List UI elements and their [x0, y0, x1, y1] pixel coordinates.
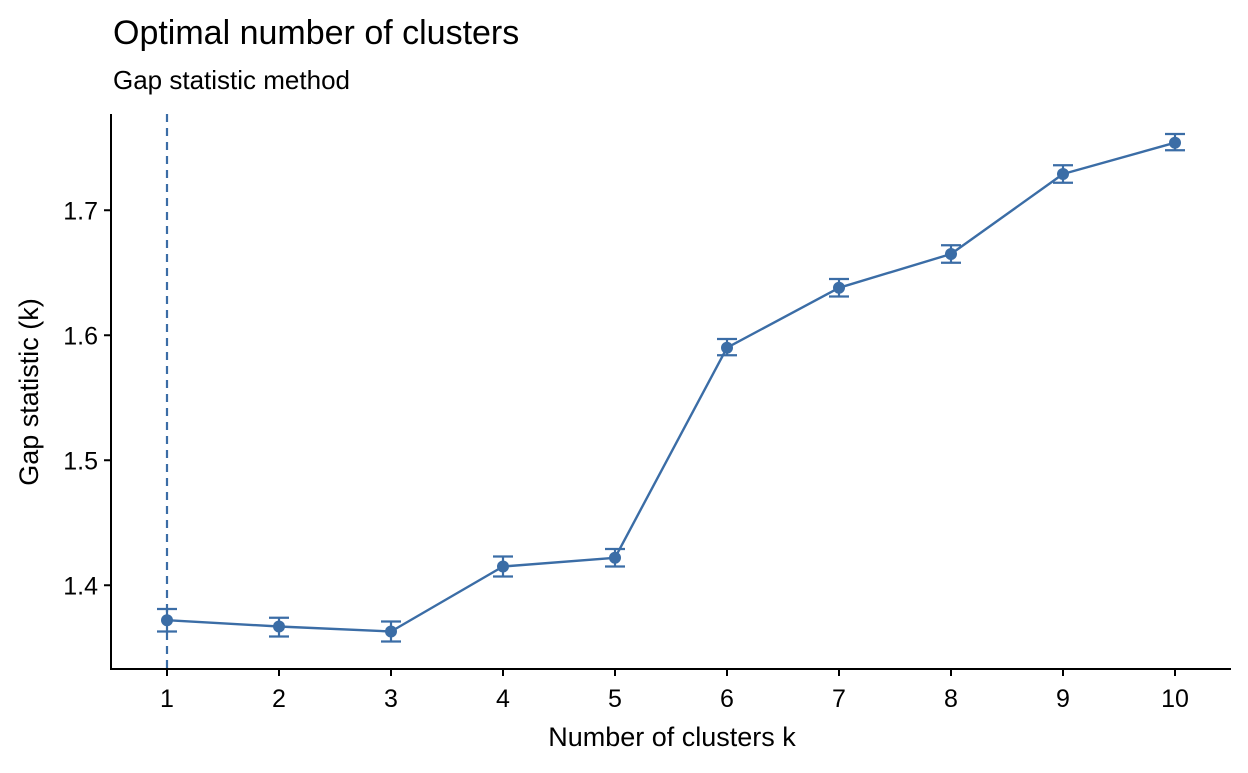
x-tick-label: 1	[160, 685, 174, 713]
y-tick-label: 1.6	[63, 322, 98, 350]
x-tick-label: 6	[720, 685, 734, 713]
data-point	[833, 281, 845, 294]
data-point	[945, 248, 957, 260]
data-point	[497, 560, 509, 573]
x-tick-label: 5	[608, 685, 622, 713]
y-axis-title: Gap statistic (k)	[14, 298, 44, 486]
data-point	[161, 614, 173, 627]
x-tick-label: 8	[944, 685, 958, 713]
plot-area: 1.4 1.5 1.6 1.7 1 2 3 4 5 6 7 8 9 10	[63, 114, 1231, 713]
data-point	[1057, 168, 1069, 180]
data-point	[1169, 136, 1181, 149]
data-point	[385, 625, 397, 638]
y-tick-label: 1.7	[63, 197, 98, 225]
chart-title: Optimal number of clusters	[113, 14, 519, 52]
chart-subtitle: Gap statistic method	[113, 65, 350, 95]
x-tick-label: 7	[832, 685, 846, 713]
x-tick-label: 9	[1056, 685, 1070, 713]
series-line	[166, 141, 1176, 633]
x-tick-label: 2	[272, 685, 286, 713]
data-point	[273, 620, 285, 633]
x-tick-label: 4	[496, 685, 510, 713]
data-point	[609, 551, 621, 564]
y-tick-label: 1.4	[63, 572, 98, 600]
data-point	[721, 341, 733, 354]
y-tick-label: 1.5	[63, 447, 98, 475]
x-axis-title: Number of clusters k	[548, 722, 796, 752]
x-tick-label: 10	[1161, 685, 1189, 713]
x-tick-label: 3	[384, 685, 398, 713]
